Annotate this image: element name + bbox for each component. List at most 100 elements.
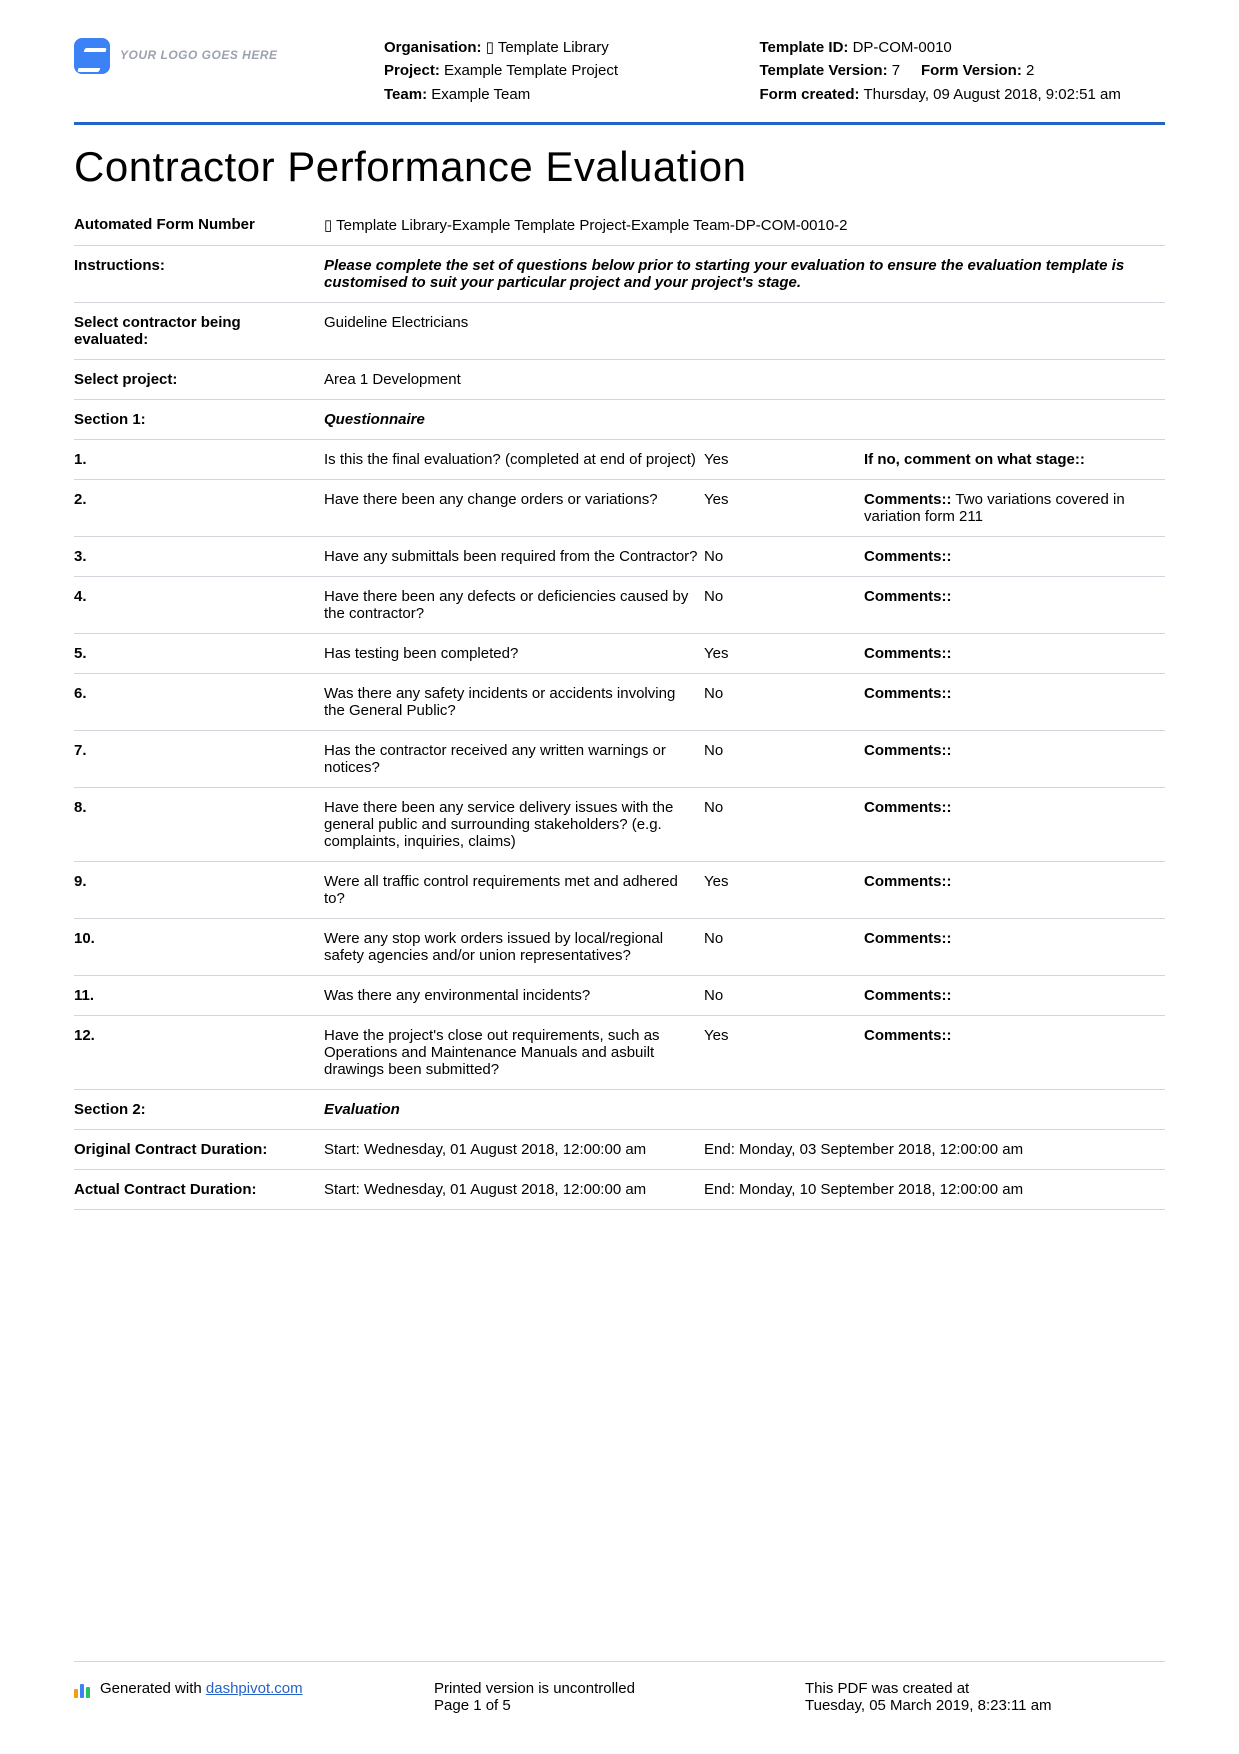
project-label: Project: (384, 62, 440, 79)
generated-prefix: Generated with (100, 1680, 206, 1697)
question-comment: Comments:: (864, 576, 1165, 633)
row-afn: Automated Form Number ▯ Template Library… (74, 205, 1165, 246)
question-answer: Yes (704, 479, 864, 536)
section1-label: Section 1: (74, 399, 324, 439)
page: YOUR LOGO GOES HERE Organisation: ▯ Temp… (0, 0, 1239, 1754)
comment-label: Comments:: (864, 548, 952, 565)
contractor-label: Select contractor being evaluated: (74, 302, 324, 359)
question-comment: Comments:: (864, 787, 1165, 861)
form-version-label: Form Version: (921, 62, 1022, 79)
instructions-label: Instructions: (74, 245, 324, 302)
question-comment: Comments:: (864, 536, 1165, 576)
question-row: 5.Has testing been completed?YesComments… (74, 633, 1165, 673)
question-comment: Comments:: (864, 730, 1165, 787)
row-project: Select project: Area 1 Development (74, 359, 1165, 399)
page-title: Contractor Performance Evaluation (74, 143, 1165, 191)
question-number: 5. (74, 633, 324, 673)
created-label: This PDF was created at (805, 1680, 1165, 1697)
question-answer: No (704, 576, 864, 633)
question-number: 8. (74, 787, 324, 861)
question-text: Is this the final evaluation? (completed… (324, 439, 704, 479)
comment-label: If no, comment on what stage:: (864, 451, 1085, 468)
comment-label: Comments:: (864, 799, 952, 816)
section2-label: Section 2: (74, 1089, 324, 1129)
comment-label: Comments:: (864, 987, 952, 1004)
form-created-value: Thursday, 09 August 2018, 9:02:51 am (863, 86, 1120, 103)
actual-duration-start: Start: Wednesday, 01 August 2018, 12:00:… (324, 1169, 704, 1209)
question-comment: Comments:: (864, 633, 1165, 673)
page-number: Page 1 of 5 (434, 1697, 805, 1714)
question-row: 6.Was there any safety incidents or acci… (74, 673, 1165, 730)
comment-label: Comments:: (864, 1027, 952, 1044)
question-row: 10.Were any stop work orders issued by l… (74, 918, 1165, 975)
question-text: Have there been any change orders or var… (324, 479, 704, 536)
afn-value: ▯ Template Library-Example Template Proj… (324, 205, 1165, 246)
question-row: 11.Was there any environmental incidents… (74, 975, 1165, 1015)
question-row: 3.Have any submittals been required from… (74, 536, 1165, 576)
question-text: Have there been any defects or deficienc… (324, 576, 704, 633)
actual-duration-end: End: Monday, 10 September 2018, 12:00:00… (704, 1169, 1165, 1209)
question-answer: No (704, 787, 864, 861)
question-row: 2.Have there been any change orders or v… (74, 479, 1165, 536)
question-number: 4. (74, 576, 324, 633)
question-number: 1. (74, 439, 324, 479)
question-comment: Comments:: Two variations covered in var… (864, 479, 1165, 536)
project-row-value: Area 1 Development (324, 359, 1165, 399)
footer-right: This PDF was created at Tuesday, 05 Marc… (805, 1680, 1165, 1714)
question-number: 9. (74, 861, 324, 918)
question-text: Has the contractor received any written … (324, 730, 704, 787)
template-id-label: Template ID: (760, 39, 849, 56)
team-value: Example Team (431, 86, 530, 103)
question-row: 4.Have there been any defects or deficie… (74, 576, 1165, 633)
org-value: ▯ Template Library (486, 39, 609, 56)
uncontrolled-text: Printed version is uncontrolled (434, 1680, 805, 1697)
section1-value: Questionnaire (324, 399, 1165, 439)
comment-label: Comments:: (864, 742, 952, 759)
question-comment: If no, comment on what stage:: (864, 439, 1165, 479)
header-right: Template ID: DP-COM-0010 Template Versio… (760, 36, 1166, 106)
question-text: Was there any environmental incidents? (324, 975, 704, 1015)
question-answer: Yes (704, 633, 864, 673)
document-header: YOUR LOGO GOES HERE Organisation: ▯ Temp… (74, 36, 1165, 125)
comment-label: Comments:: (864, 685, 952, 702)
question-number: 6. (74, 673, 324, 730)
question-text: Were any stop work orders issued by loca… (324, 918, 704, 975)
question-answer: Yes (704, 439, 864, 479)
question-row: 12.Have the project's close out requirem… (74, 1015, 1165, 1089)
row-actual-duration: Actual Contract Duration: Start: Wednesd… (74, 1169, 1165, 1209)
row-contractor: Select contractor being evaluated: Guide… (74, 302, 1165, 359)
template-version-value: 7 (892, 62, 900, 79)
row-instructions: Instructions: Please complete the set of… (74, 245, 1165, 302)
comment-label: Comments:: (864, 873, 952, 890)
row-section2: Section 2: Evaluation (74, 1089, 1165, 1129)
question-text: Have there been any service delivery iss… (324, 787, 704, 861)
question-answer: No (704, 730, 864, 787)
comment-label: Comments:: (864, 491, 952, 508)
question-comment: Comments:: (864, 861, 1165, 918)
comment-label: Comments:: (864, 645, 952, 662)
instructions-value: Please complete the set of questions bel… (324, 245, 1165, 302)
question-comment: Comments:: (864, 673, 1165, 730)
orig-duration-start: Start: Wednesday, 01 August 2018, 12:00:… (324, 1129, 704, 1169)
question-comment: Comments:: (864, 918, 1165, 975)
question-answer: Yes (704, 1015, 864, 1089)
template-id-value: DP-COM-0010 (853, 39, 952, 56)
question-text: Have any submittals been required from t… (324, 536, 704, 576)
question-row: 7.Has the contractor received any writte… (74, 730, 1165, 787)
form-table: Automated Form Number ▯ Template Library… (74, 205, 1165, 1210)
question-text: Were all traffic control requirements me… (324, 861, 704, 918)
question-number: 12. (74, 1015, 324, 1089)
question-text: Has testing been completed? (324, 633, 704, 673)
header-middle: Organisation: ▯ Template Library Project… (384, 36, 730, 106)
question-answer: Yes (704, 861, 864, 918)
template-version-label: Template Version: (760, 62, 888, 79)
org-label: Organisation: (384, 39, 482, 56)
question-comment: Comments:: (864, 1015, 1165, 1089)
question-text: Was there any safety incidents or accide… (324, 673, 704, 730)
orig-duration-end: End: Monday, 03 September 2018, 12:00:00… (704, 1129, 1165, 1169)
question-answer: No (704, 918, 864, 975)
dashpivot-link[interactable]: dashpivot.com (206, 1680, 303, 1697)
team-label: Team: (384, 86, 427, 103)
actual-duration-label: Actual Contract Duration: (74, 1169, 324, 1209)
contractor-value: Guideline Electricians (324, 302, 1165, 359)
